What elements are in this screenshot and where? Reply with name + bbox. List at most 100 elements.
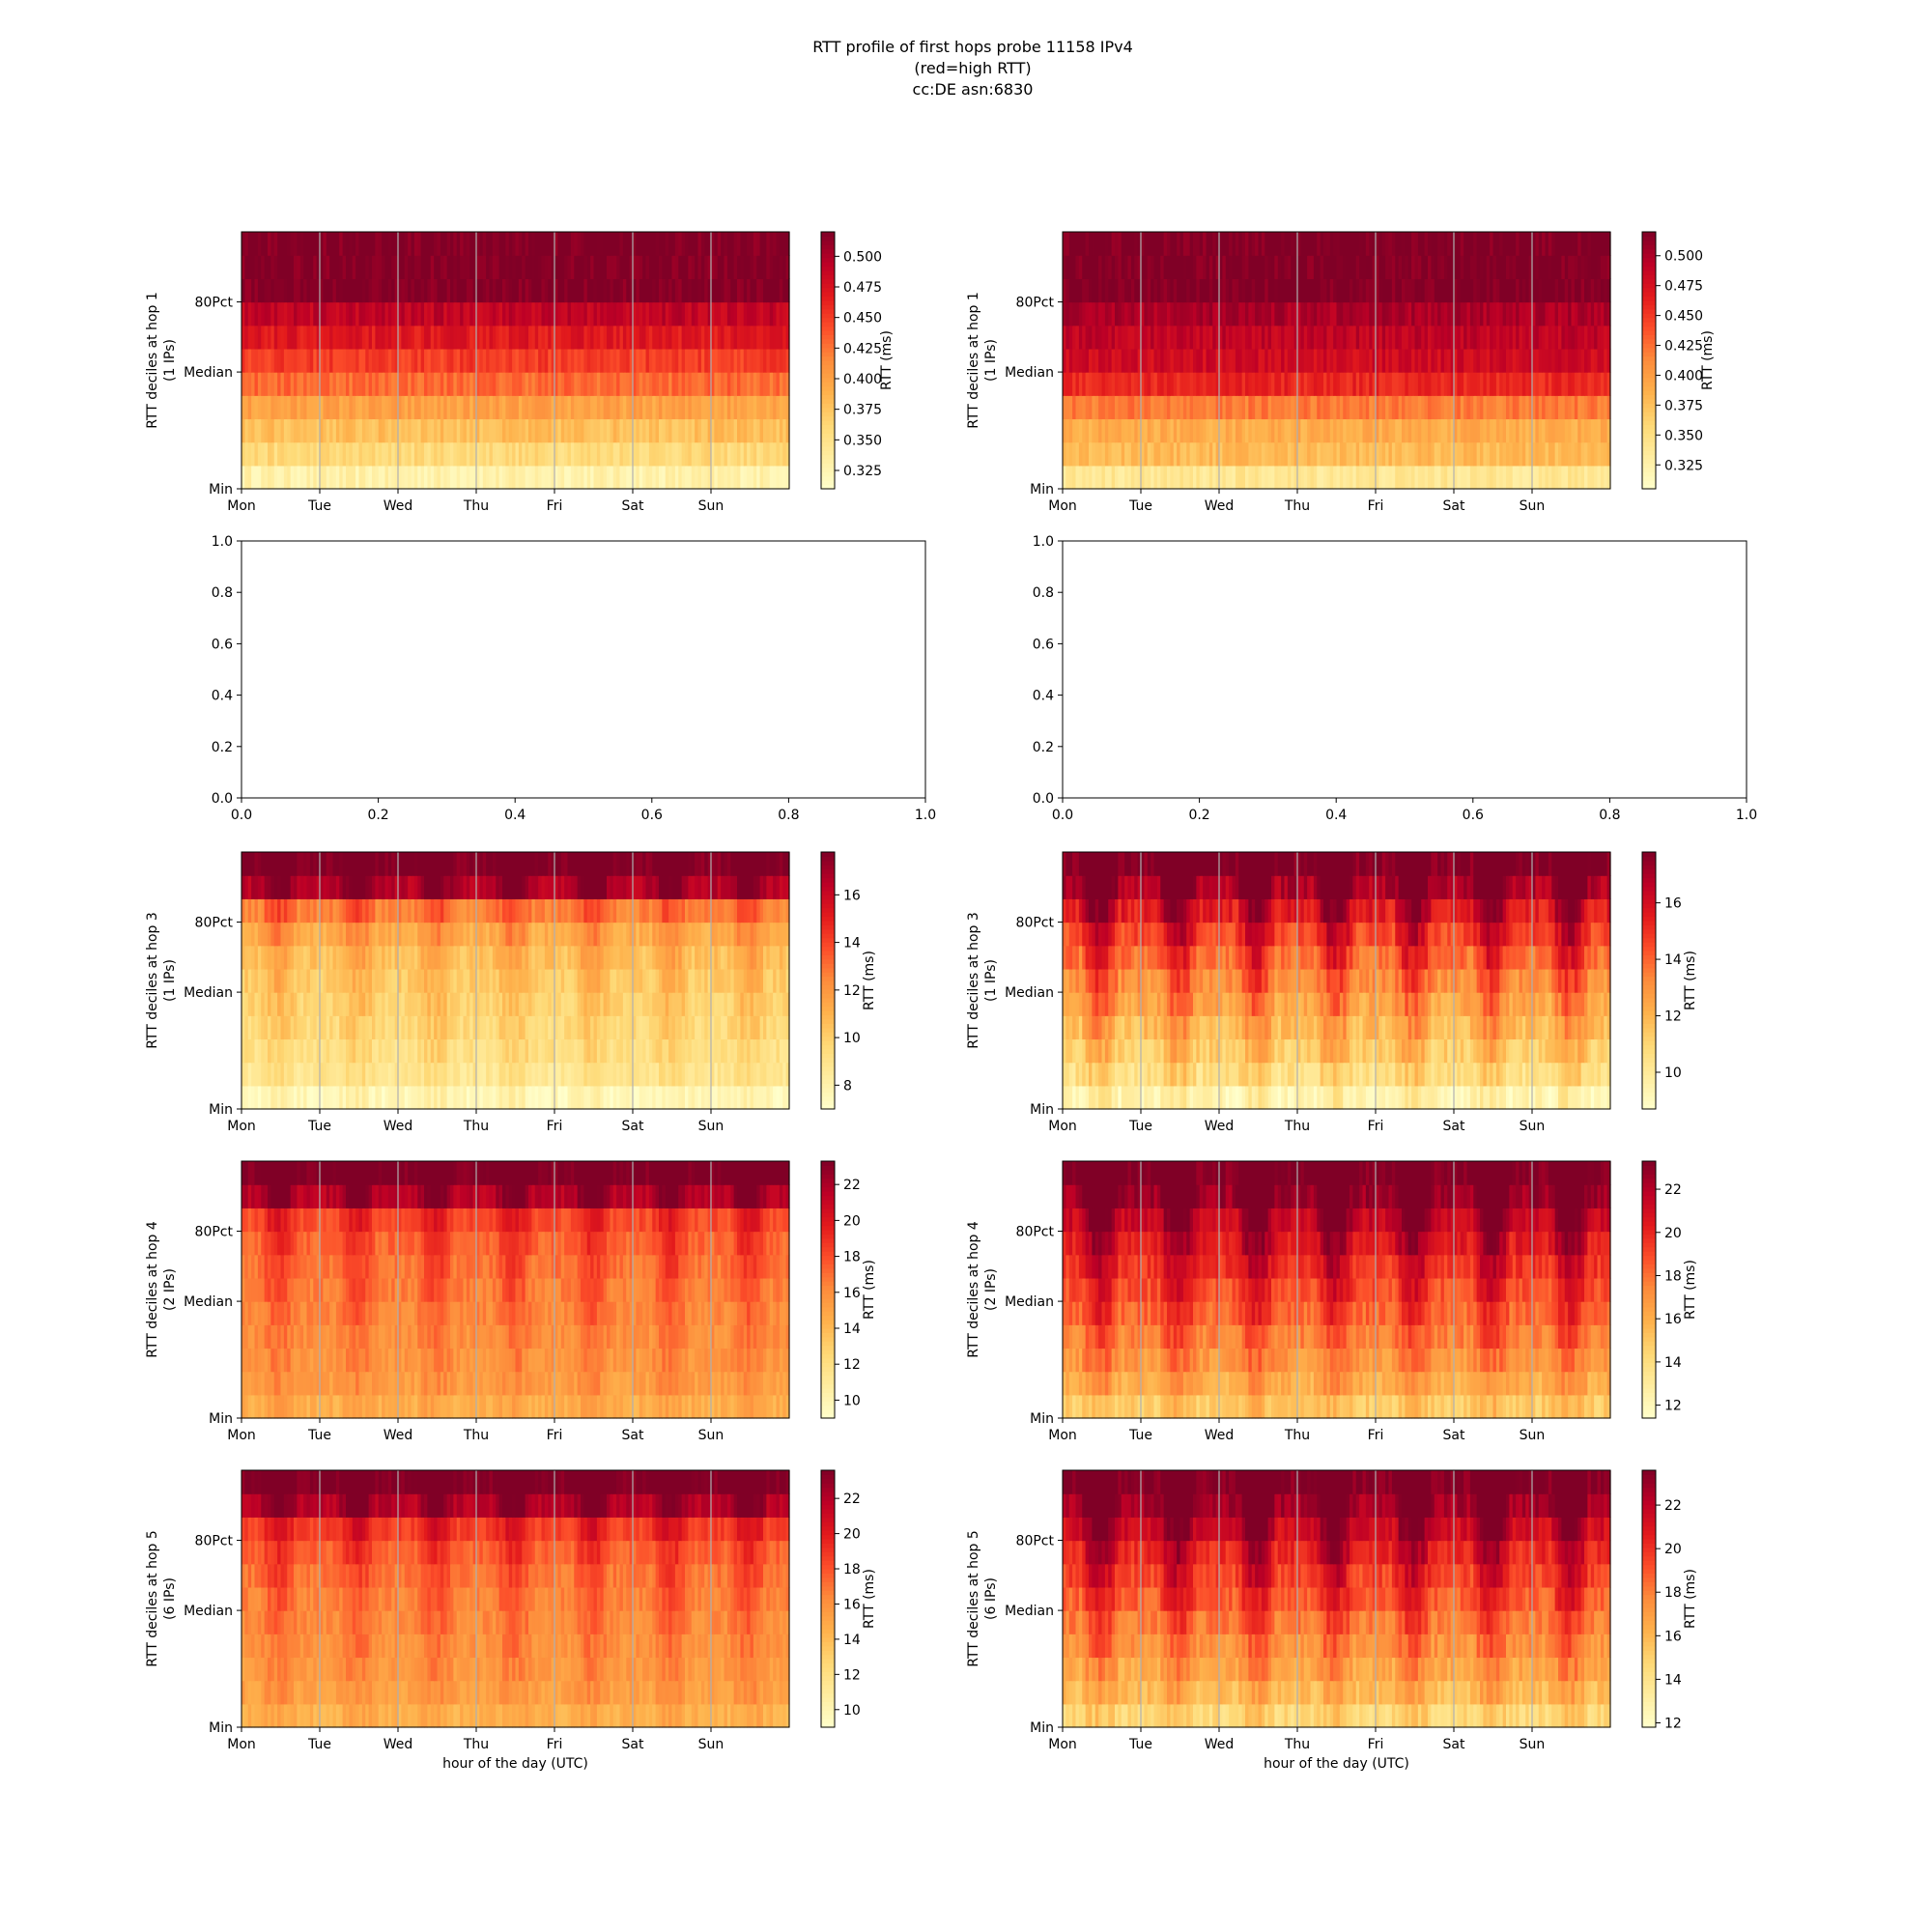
heatmap-cell [1153, 372, 1158, 396]
heatmap-cell [420, 465, 425, 490]
heatmap-cell [430, 1038, 435, 1064]
heatmap-cell [1287, 278, 1292, 303]
heatmap-cell [1597, 301, 1602, 327]
heatmap-cell [1437, 395, 1442, 420]
heatmap-cell [1065, 301, 1070, 327]
heatmap-cell [1577, 232, 1582, 256]
heatmap-cell [607, 372, 611, 396]
heatmap-cell [714, 418, 719, 443]
heatmap-cell [1502, 301, 1507, 327]
heatmap-cell [472, 441, 477, 467]
heatmap-cell [512, 418, 517, 443]
heatmap-cell [430, 395, 435, 420]
heatmap-cell [766, 441, 771, 467]
heatmap-cell [1333, 395, 1338, 420]
heatmap-cell [603, 1062, 608, 1087]
heatmap-cell [1365, 232, 1370, 256]
heatmap-cell [659, 325, 663, 350]
heatmap-cell [482, 372, 487, 396]
heatmap-cell [733, 1085, 738, 1110]
heatmap-cell [619, 1085, 624, 1110]
heatmap-cell [424, 301, 428, 327]
heatmap-cell [505, 1038, 510, 1064]
heatmap-cell [648, 232, 653, 256]
heatmap-cell [1206, 301, 1210, 327]
heatmap-cell [323, 1062, 327, 1087]
heatmap-cell [1208, 255, 1213, 279]
heatmap-cell [1186, 441, 1191, 467]
heatmap-cell [463, 301, 468, 327]
heatmap-cell [759, 1085, 764, 1110]
heatmap-cell [648, 325, 653, 350]
heatmap-cell [607, 301, 611, 327]
heatmap-cell [251, 395, 256, 420]
heatmap-cell [603, 395, 608, 420]
heatmap-cell [1271, 301, 1275, 327]
heatmap-cell [1450, 325, 1455, 350]
heatmap-cell [1134, 372, 1139, 396]
heatmap-cell [1101, 255, 1106, 279]
x-tick-label: 1.0 [915, 808, 936, 823]
heatmap-cell [247, 301, 252, 327]
heatmap-cell [688, 301, 693, 327]
heatmap-cell [1137, 325, 1142, 350]
heatmap-cell [586, 395, 591, 420]
heatmap-cell [633, 1038, 637, 1064]
heatmap-cell [1147, 278, 1151, 303]
heatmap-cell [1492, 301, 1497, 327]
heatmap-cell [1548, 255, 1552, 279]
heatmap-cell [313, 1062, 318, 1087]
heatmap-cell [270, 278, 275, 303]
heatmap-cell [247, 1015, 252, 1040]
heatmap-cell [1219, 348, 1223, 373]
heatmap-cell [779, 1085, 783, 1110]
heatmap-cell [1267, 278, 1272, 303]
heatmap-cell [329, 325, 334, 350]
heatmap-cell [681, 1038, 686, 1064]
heatmap-cell [512, 325, 517, 350]
heatmap-cell [531, 441, 536, 467]
heatmap-cell [443, 441, 448, 467]
heatmap-cell [1454, 232, 1458, 256]
heatmap-cell [1564, 325, 1569, 350]
heatmap-cell [1258, 465, 1263, 490]
heatmap-cell [1251, 301, 1256, 327]
heatmap-cell [1346, 372, 1350, 396]
heatmap-cell [1525, 395, 1530, 420]
heatmap-cell [554, 1038, 558, 1064]
heatmap-cell [1584, 465, 1588, 490]
heatmap-cell [1594, 441, 1599, 467]
heatmap-cell [1414, 395, 1419, 420]
colorbar-label: RTT (ms) [1700, 330, 1716, 390]
heatmap-cell [1163, 348, 1168, 373]
heatmap-cell [342, 441, 347, 467]
heatmap-cell [342, 278, 347, 303]
heatmap-cell [1398, 278, 1403, 303]
heatmap-cell [460, 348, 465, 373]
heatmap-cell [257, 325, 262, 350]
heatmap-cell [622, 465, 627, 490]
heatmap-cell [1480, 372, 1484, 396]
heatmap-cell [1577, 372, 1582, 396]
heatmap-cell [639, 1085, 643, 1110]
heatmap-cell [329, 255, 334, 279]
heatmap-cell [538, 232, 543, 256]
heatmap-cell [1173, 441, 1178, 467]
heatmap-cell [264, 1038, 269, 1064]
heatmap-cell [782, 465, 787, 490]
heatmap-cell [636, 465, 640, 490]
y-axis-label-sub: (1 IPs) [983, 339, 999, 382]
heatmap-cell [1532, 418, 1536, 443]
heatmap-cell [1376, 348, 1379, 373]
heatmap-cell [1196, 325, 1201, 350]
heatmap-cell [645, 232, 650, 256]
heatmap-cell [294, 278, 298, 303]
heatmap-cell [779, 418, 783, 443]
heatmap-cell [1075, 372, 1080, 396]
heatmap-cell [1424, 372, 1429, 396]
heatmap-cell [1476, 441, 1481, 467]
heatmap-cell [1229, 301, 1234, 327]
heatmap-cell [355, 255, 360, 279]
heatmap-cell [1078, 441, 1083, 467]
heatmap-cell [1167, 348, 1171, 373]
